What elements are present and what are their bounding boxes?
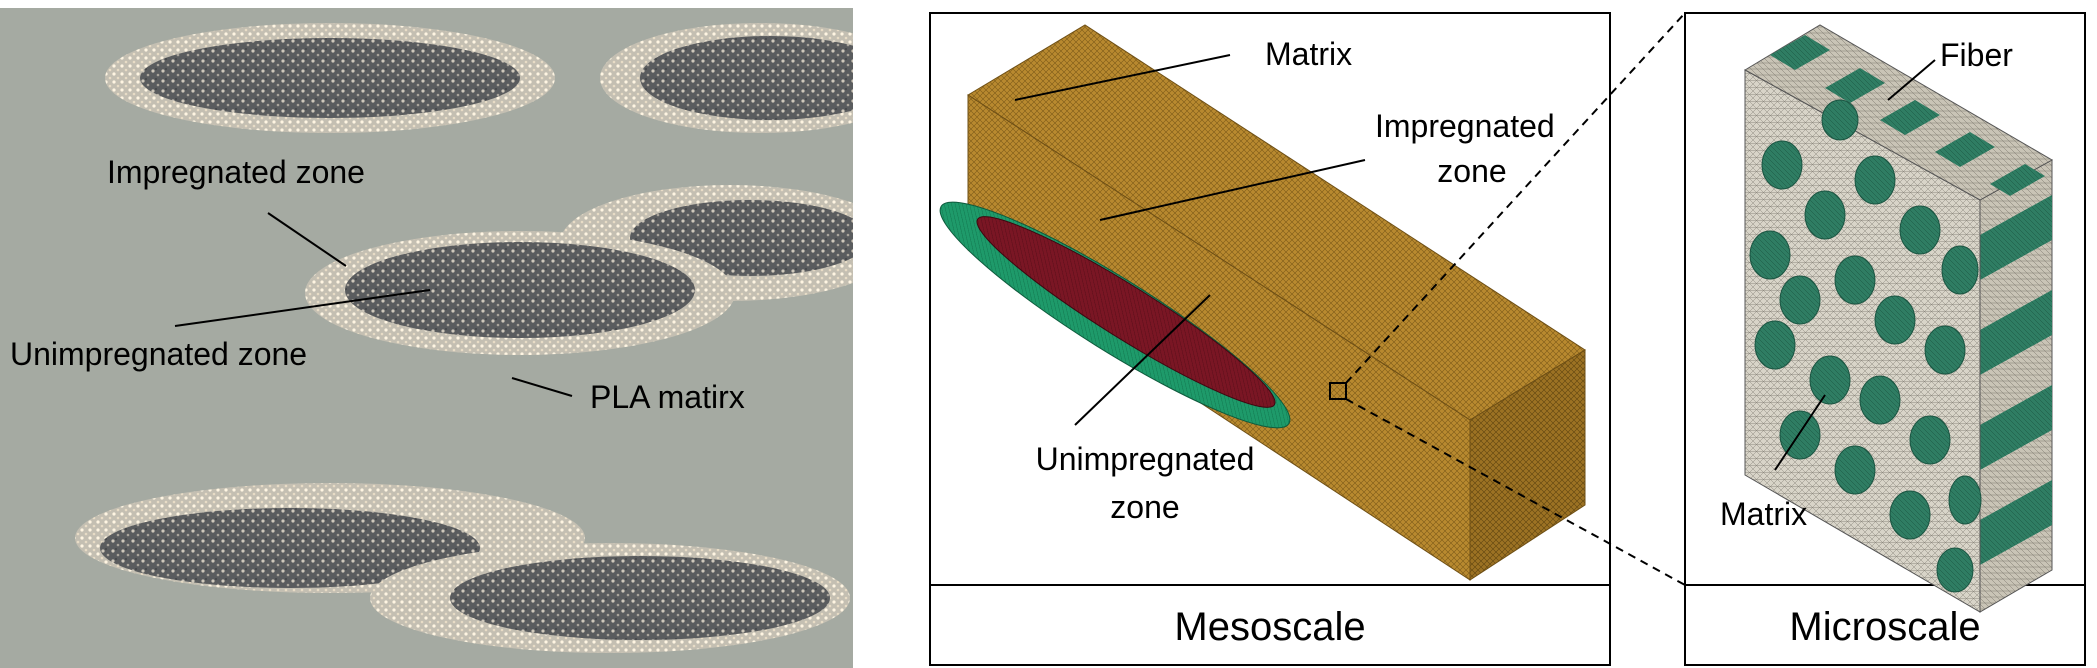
microscale-title: Microscale (1789, 605, 1980, 649)
rve-front-face (1744, 69, 1981, 613)
multiscale-diagram: Mesoscale Microscale Matrix Impregnated … (920, 0, 2097, 668)
leader-matrix-micro (1774, 394, 1826, 471)
zoom-region-marker (1329, 382, 1347, 400)
leader-impregnated (1099, 159, 1366, 221)
label-unimpregnated-zone: Unimpregnated zone (10, 336, 307, 372)
multiscale-svg: Mesoscale Microscale Matrix Impregnated … (929, 12, 2086, 666)
micrograph-panel: Impregnated zone Unimpregnated zone PLA … (0, 8, 853, 668)
tow-bottom-right (370, 543, 850, 653)
label-impregnated-zone: Impregnated zone (107, 154, 365, 190)
label-matrix-micro: Matrix (1720, 496, 1807, 532)
tow-center (305, 231, 735, 355)
microscale-rve (1743, 24, 2054, 613)
zoom-connector-bottom (1345, 398, 1686, 586)
fiber-circles (1749, 99, 1982, 593)
tow-top-left (105, 23, 555, 133)
microscale-title-box (1684, 584, 2086, 666)
label-fiber: Fiber (1940, 37, 2013, 73)
leader-matrix (1014, 54, 1231, 101)
mesoscale-block (939, 24, 1586, 581)
label-unimpregnated-line2: zone (1110, 489, 1179, 525)
label-impregnated-line2: zone (1437, 153, 1506, 189)
leader-fiber (1887, 59, 1936, 101)
leader-impregnated (267, 212, 347, 267)
leader-pla (511, 377, 573, 397)
label-unimpregnated-line1: Unimpregnated (1036, 441, 1255, 477)
label-matrix-meso: Matrix (1265, 36, 1352, 72)
leader-unimpregnated (1074, 294, 1211, 426)
mesoscale-title-box (929, 584, 1611, 666)
leader-unimpregnated (174, 289, 431, 327)
micrograph-image: Impregnated zone Unimpregnated zone PLA … (0, 8, 853, 668)
tow-top-right (600, 23, 853, 133)
label-pla-matrix: PLA matirx (590, 379, 745, 415)
label-impregnated-line1: Impregnated (1375, 108, 1555, 144)
mesoscale-title: Mesoscale (1174, 605, 1365, 649)
block-end-face (1469, 349, 1586, 581)
unimpregnated-zone-shape (976, 216, 1276, 408)
